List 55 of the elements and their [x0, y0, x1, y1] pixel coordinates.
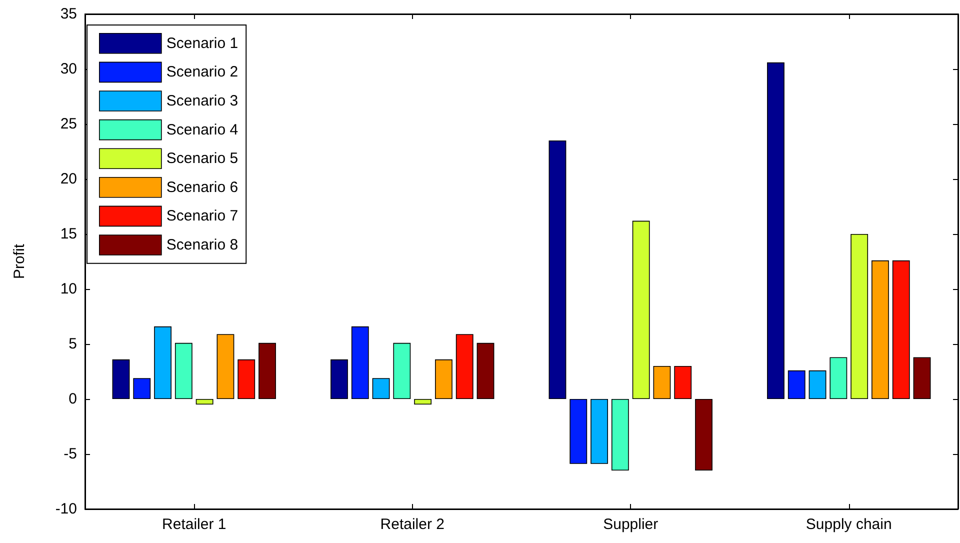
- y-tick-label: 15: [60, 226, 77, 242]
- legend-label: Scenario 8: [166, 236, 238, 254]
- legend-label: Scenario 7: [166, 208, 238, 225]
- y-tick-label: 20: [60, 170, 77, 188]
- bar: [238, 359, 256, 399]
- y-tick-label: 25: [60, 116, 77, 132]
- bar: [456, 334, 474, 399]
- bar: [808, 370, 826, 399]
- bar: [258, 342, 276, 399]
- bar: [674, 366, 692, 399]
- bar: [570, 399, 588, 464]
- bar: [330, 359, 348, 399]
- bar: [154, 326, 172, 399]
- bar: [892, 260, 910, 399]
- bar: [695, 399, 712, 470]
- y-tick-label: 30: [60, 60, 77, 78]
- bar: [112, 359, 130, 399]
- legend-label: Scenario 2: [166, 64, 238, 81]
- y-tick-label: 0: [68, 390, 77, 408]
- bar: [590, 399, 608, 464]
- y-tick-label: -10: [55, 500, 77, 518]
- bar: [174, 342, 192, 399]
- y-tick-label: 35: [60, 6, 77, 22]
- bar: [611, 399, 629, 470]
- y-axis-title: Profit: [11, 243, 28, 280]
- bar: [872, 260, 889, 399]
- y-tick-label: 10: [60, 280, 77, 298]
- bar: [216, 334, 234, 399]
- legend-label: Scenario 6: [166, 178, 238, 196]
- bar: [435, 359, 452, 399]
- y-tick-label: 5: [68, 336, 77, 352]
- legend-label: Scenario 4: [166, 121, 238, 138]
- bar: [196, 399, 214, 404]
- bar: [830, 357, 848, 399]
- bar: [788, 370, 806, 399]
- legend-label: Scenario 5: [166, 150, 238, 168]
- bar: [767, 62, 784, 399]
- x-tick-label: Supplier: [603, 516, 658, 533]
- x-tick-label: Supply chain: [806, 516, 892, 533]
- y-tick-label: -5: [64, 446, 77, 462]
- bar: [913, 357, 931, 399]
- bar: [548, 140, 566, 399]
- x-tick-label: Retailer 1: [162, 516, 226, 533]
- bar: [133, 378, 151, 399]
- bar: [653, 366, 671, 399]
- bar: [632, 220, 650, 399]
- legend-label: Scenario 3: [166, 92, 238, 110]
- bar: [372, 378, 390, 399]
- bar: [351, 326, 369, 399]
- x-tick-label: Retailer 2: [380, 516, 444, 533]
- bar: [476, 342, 494, 399]
- legend-label: Scenario 1: [166, 34, 238, 52]
- bar: [393, 342, 411, 399]
- bar: [414, 399, 432, 404]
- bar: [850, 234, 868, 399]
